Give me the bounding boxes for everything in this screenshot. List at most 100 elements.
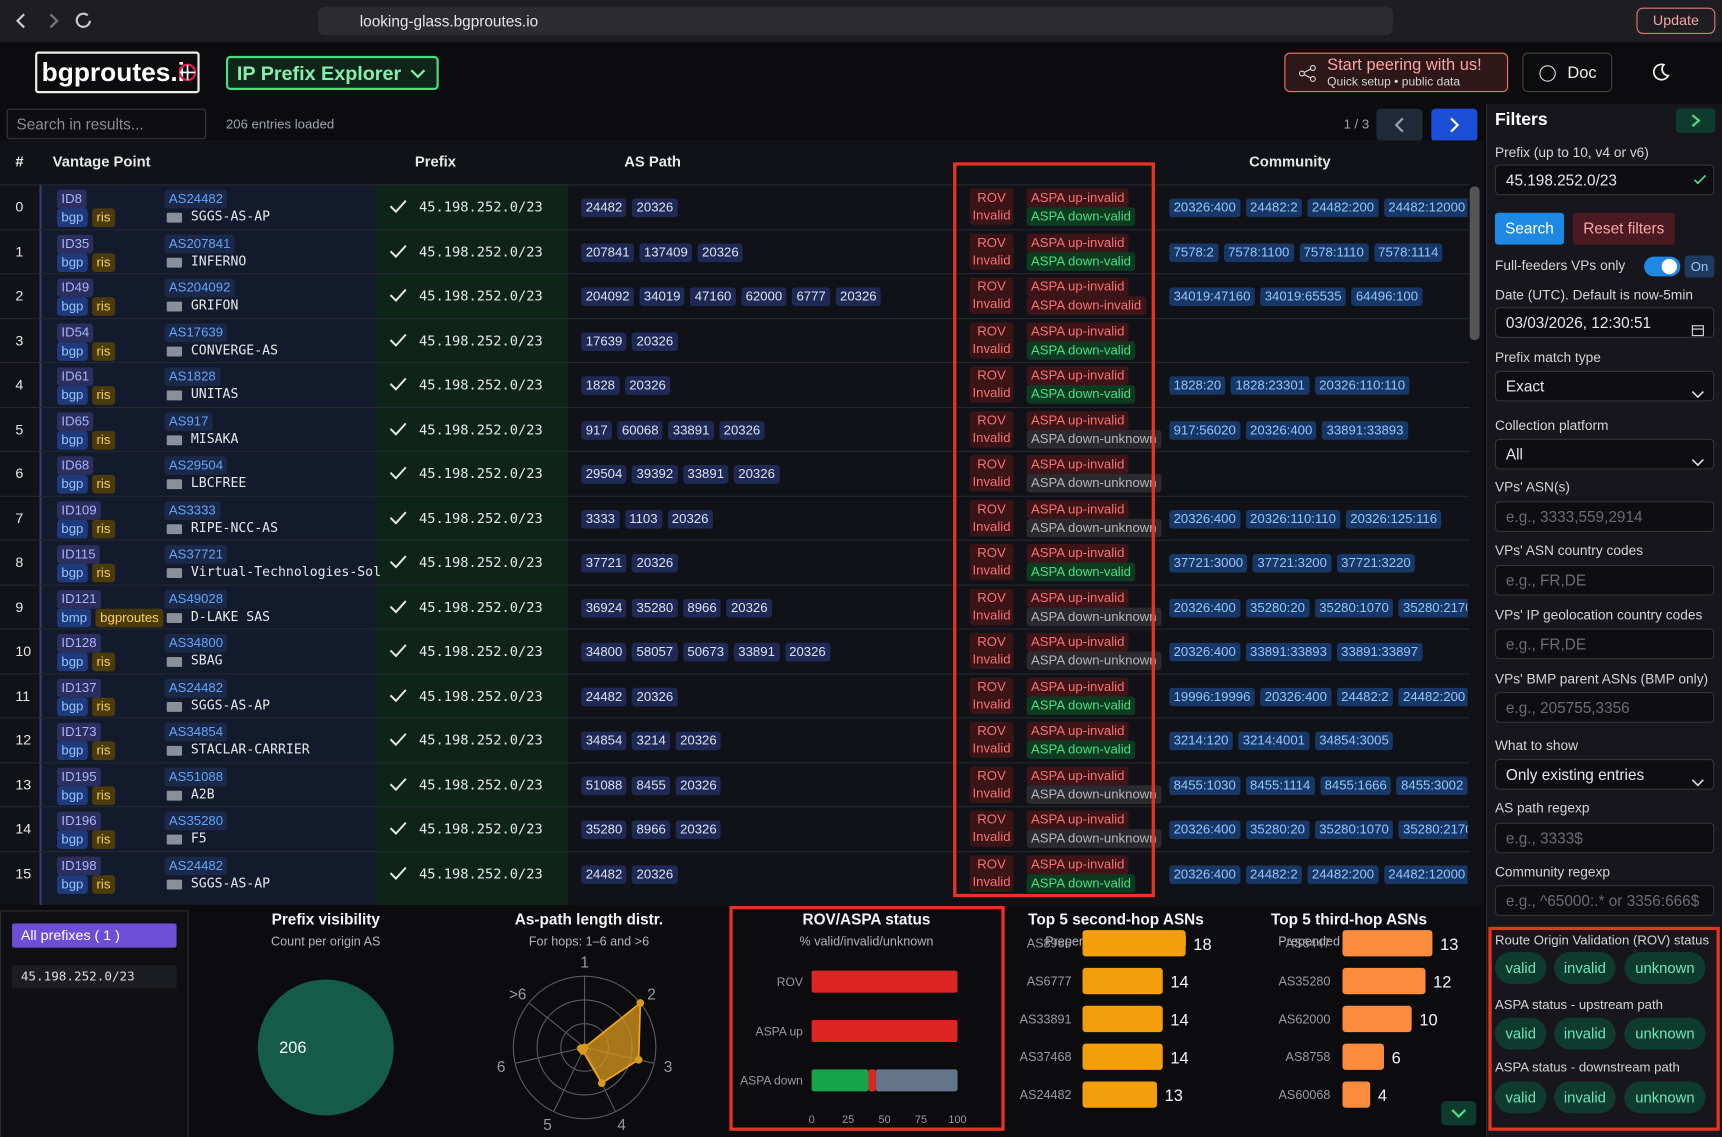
asn-chip[interactable]: 39392 [632, 465, 677, 484]
vp-asn[interactable]: AS51088 [165, 767, 228, 786]
search-button[interactable]: Search [1495, 213, 1564, 245]
community-chip[interactable]: 33891:33897 [1337, 643, 1423, 662]
asn-chip[interactable]: 20326 [676, 732, 721, 751]
asn-chip[interactable]: 20326 [632, 332, 677, 351]
vp-asn[interactable]: AS34854 [165, 723, 228, 742]
asn-chip[interactable]: 20326 [632, 865, 677, 884]
asn-chip[interactable]: 20326 [625, 376, 670, 395]
community-chip[interactable]: 37721:3220 [1337, 554, 1415, 573]
community-chip[interactable]: 24482:12000 [1384, 199, 1468, 218]
community-chip[interactable]: 24482:2 [1246, 865, 1302, 884]
community-chip[interactable]: 35280:20 [1246, 820, 1310, 839]
logo[interactable]: bgproutes.i [35, 52, 200, 94]
community-chip[interactable]: 20326:400 [1260, 687, 1331, 706]
vp-asn[interactable]: AS24482 [165, 190, 228, 209]
community-chip[interactable]: 7578:1114 [1374, 243, 1443, 262]
community-chip[interactable]: 19996:19996 [1169, 687, 1255, 706]
asn-chip[interactable]: 24482 [581, 687, 626, 706]
asn-chip[interactable]: 1828 [581, 376, 619, 395]
asn-chip[interactable]: 3333 [581, 509, 619, 528]
asn-chip[interactable]: 8966 [632, 820, 670, 839]
prefix-input[interactable]: 45.198.252.0/23 [1495, 165, 1714, 196]
community-chip[interactable]: 8455:1114 [1246, 776, 1315, 795]
vp-asn[interactable]: AS207841 [165, 234, 235, 253]
field-input[interactable]: e.g., ^65000:.* or 3356:666$ [1495, 885, 1714, 916]
asn-chip[interactable]: 34800 [581, 643, 626, 662]
community-chip[interactable]: 20326:400 [1169, 820, 1240, 839]
community-chip[interactable]: 8455:1666 [1320, 776, 1391, 795]
asn-chip[interactable]: 137409 [639, 243, 692, 262]
community-chip[interactable]: 24482:200 [1308, 199, 1379, 218]
asn-chip[interactable]: 17639 [581, 332, 626, 351]
field-input[interactable]: 03/03/2026, 12:30:51 [1495, 307, 1714, 338]
community-chip[interactable]: 917:56020 [1169, 421, 1240, 440]
vp-asn[interactable]: AS17639 [165, 323, 228, 342]
peering-button[interactable]: Start peering with us! Quick setup • pub… [1284, 53, 1508, 92]
field-input[interactable]: e.g., 3333,559,2914 [1495, 501, 1714, 532]
asn-chip[interactable]: 1103 [625, 509, 662, 528]
community-chip[interactable]: 3214:4001 [1238, 732, 1309, 751]
prev-page[interactable] [1376, 109, 1422, 142]
asn-chip[interactable]: 20326 [698, 243, 743, 262]
all-prefixes[interactable]: All prefixes ( 1 ) [12, 924, 177, 948]
update-button[interactable]: Update [1636, 8, 1715, 34]
field-input[interactable]: Only existing entries [1495, 759, 1714, 790]
asn-chip[interactable]: 58057 [632, 643, 677, 662]
vp-asn[interactable]: AS29504 [165, 456, 228, 475]
community-chip[interactable]: 34019:47160 [1169, 287, 1255, 306]
vp-asn[interactable]: AS204092 [165, 279, 235, 298]
community-chip[interactable]: 24482:12000 [1384, 865, 1468, 884]
field-input[interactable]: e.g., FR,DE [1495, 628, 1714, 659]
results-search[interactable]: Search in results... [7, 109, 207, 140]
community-chip[interactable]: 35280:2170 [1399, 598, 1468, 617]
community-chip[interactable]: 20326:110:110 [1246, 509, 1341, 528]
field-input[interactable]: e.g., FR,DE [1495, 565, 1714, 596]
doc-button[interactable]: Doc [1522, 53, 1612, 92]
community-chip[interactable]: 8455:1030 [1169, 776, 1240, 795]
status-chip[interactable]: invalid [1554, 1018, 1615, 1050]
asn-chip[interactable]: 20326 [785, 643, 830, 662]
community-chip[interactable]: 64496:100 [1351, 287, 1422, 306]
asn-chip[interactable]: 20326 [632, 199, 677, 218]
community-chip[interactable]: 24482:200 [1399, 687, 1468, 706]
community-chip[interactable]: 7578:1100 [1224, 243, 1294, 262]
community-chip[interactable]: 37721:3000 [1169, 554, 1247, 573]
toggle[interactable] [1644, 257, 1680, 277]
asn-chip[interactable]: 24482 [581, 865, 626, 884]
next-page[interactable] [1431, 109, 1477, 142]
asn-chip[interactable]: 35280 [581, 820, 626, 839]
status-chip[interactable]: unknown [1624, 1081, 1705, 1113]
asn-chip[interactable]: 20326 [836, 287, 881, 306]
asn-chip[interactable]: 20326 [632, 554, 677, 573]
community-chip[interactable]: 20326:400 [1246, 421, 1317, 440]
community-chip[interactable]: 8455:3002 [1397, 776, 1468, 795]
asn-chip[interactable]: 20326 [727, 598, 772, 617]
community-chip[interactable]: 20326:400 [1169, 865, 1240, 884]
asn-chip[interactable]: 35280 [632, 598, 677, 617]
community-chip[interactable]: 35280:1070 [1315, 598, 1393, 617]
vp-asn[interactable]: AS37721 [165, 545, 228, 564]
community-chip[interactable]: 33891:33893 [1322, 421, 1408, 440]
vp-asn[interactable]: AS3333 [165, 501, 221, 520]
vp-asn[interactable]: AS34800 [165, 634, 228, 653]
status-chip[interactable]: unknown [1624, 952, 1705, 984]
asn-chip[interactable]: 51088 [581, 776, 626, 795]
collapse-filters[interactable] [1676, 109, 1715, 133]
asn-chip[interactable]: 20326 [734, 465, 779, 484]
asn-chip[interactable]: 3214 [632, 732, 670, 751]
asn-chip[interactable]: 20326 [667, 509, 712, 528]
reset-button[interactable]: Reset filters [1573, 213, 1675, 245]
community-chip[interactable]: 3214:120 [1169, 732, 1233, 751]
asn-chip[interactable]: 207841 [581, 243, 634, 262]
field-input[interactable]: All [1495, 439, 1714, 470]
asn-chip[interactable]: 20326 [676, 820, 721, 839]
asn-chip[interactable]: 204092 [581, 287, 634, 306]
asn-chip[interactable]: 47160 [690, 287, 735, 306]
asn-chip[interactable]: 20326 [719, 421, 764, 440]
asn-chip[interactable]: 6777 [792, 287, 830, 306]
community-chip[interactable]: 20326:400 [1169, 643, 1240, 662]
asn-chip[interactable]: 20326 [632, 687, 677, 706]
collapse-button[interactable] [1441, 1101, 1476, 1125]
asn-chip[interactable]: 20326 [676, 776, 721, 795]
community-chip[interactable]: 20326:400 [1169, 509, 1240, 528]
